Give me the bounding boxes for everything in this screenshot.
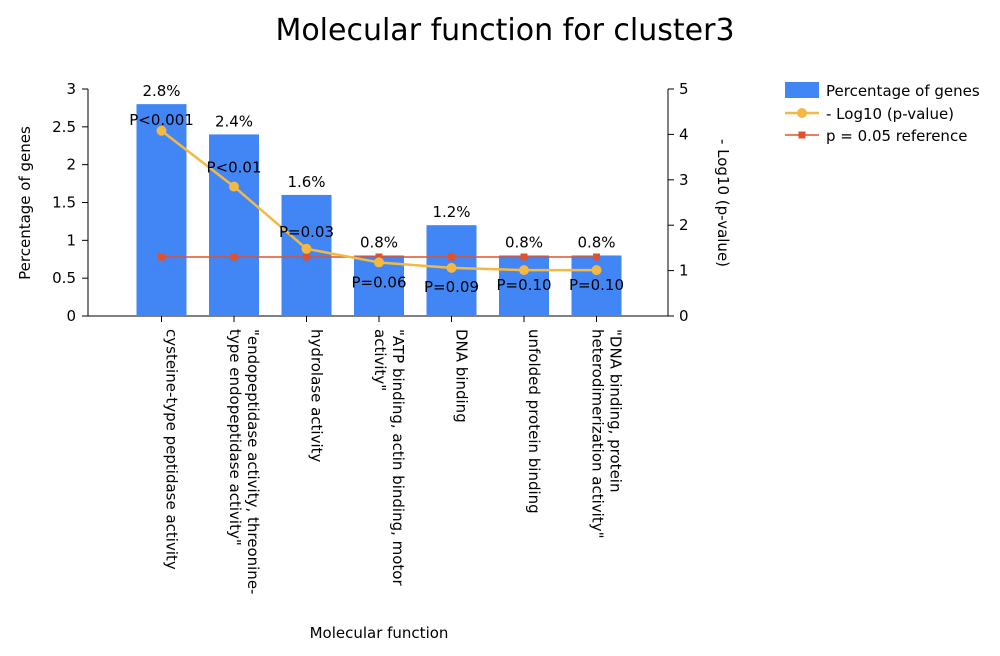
- x-axis-label: Molecular function: [310, 624, 449, 642]
- bar: [136, 104, 187, 316]
- x-tick-label: cysteine-type peptidase activity: [163, 329, 181, 570]
- pvalue-point: [374, 257, 384, 268]
- y2-tick-label: 5: [679, 80, 689, 98]
- reference-marker: [303, 253, 310, 261]
- y-tick-label: 2: [66, 156, 76, 174]
- y2-axis-label: - Log10 (p-value): [714, 139, 732, 267]
- y-tick-label: 0.5: [52, 269, 76, 287]
- y-axis-label: Percentage of genes: [16, 126, 34, 280]
- legend-swatch-point: [797, 108, 807, 118]
- pvalue-label: P=0.10: [569, 276, 624, 294]
- x-tick-label: hydrolase activity: [308, 329, 326, 463]
- y-tick-label: 3: [66, 80, 76, 98]
- y2-tick-label: 4: [679, 125, 689, 143]
- pvalue-label: P<0.01: [206, 159, 261, 177]
- pvalue-point: [229, 181, 239, 192]
- bar-value-label: 0.8%: [505, 233, 543, 251]
- y2-tick-label: 3: [679, 171, 689, 189]
- reference-marker: [593, 253, 600, 261]
- y-tick-label: 0: [66, 307, 76, 325]
- y-tick-label: 1.5: [52, 194, 76, 212]
- y-tick-label: 1: [66, 231, 76, 249]
- x-tick-label: "ATP binding, actin binding, motor: [389, 329, 407, 586]
- y-tick-label: 2.5: [52, 118, 76, 136]
- pvalue-label: P<0.001: [129, 111, 194, 129]
- pvalue-point: [519, 265, 529, 276]
- reference-marker: [520, 253, 528, 261]
- x-tick-label: "endopeptidase activity, threonine-: [244, 329, 262, 594]
- reference-marker: [230, 253, 238, 261]
- legend-swatch-ref-marker: [798, 131, 806, 139]
- legend-swatch-bar: [785, 82, 819, 98]
- pvalue-point: [446, 262, 457, 273]
- legend-label: p = 0.05 reference: [826, 127, 967, 145]
- x-tick-label: "DNA binding, protein: [607, 329, 625, 492]
- y2-tick-label: 1: [679, 262, 689, 280]
- y2-tick-label: 2: [679, 216, 689, 234]
- plot-area: 0 0.5 1 1.5 2 2.5 3 0 1 2 3 4 5 2.8% 2.4% 1.6% 0.8% 1.2% 0…: [52, 80, 688, 594]
- bar-value-label: 0.8%: [577, 233, 615, 251]
- y2-tick-label: 0: [679, 307, 689, 325]
- bar-value-label: 1.6%: [287, 173, 325, 191]
- x-tick-label: activity": [371, 329, 389, 391]
- x-tick-label: heterodimerization activity": [589, 329, 607, 538]
- chart-title: Molecular function for cluster3: [275, 13, 734, 48]
- bar-value-label: 2.4%: [215, 112, 253, 130]
- x-tick-label: unfolded protein binding: [525, 329, 543, 514]
- bar-value-label: 1.2%: [432, 203, 470, 221]
- pvalue-label: P=0.03: [279, 223, 334, 241]
- reference-marker: [448, 253, 455, 261]
- pvalue-label: P=0.09: [424, 278, 479, 296]
- reference-marker: [158, 253, 165, 261]
- pvalue-label: P=0.06: [351, 273, 406, 291]
- pvalue-point: [591, 265, 602, 276]
- legend: Percentage of genes - Log10 (p-value) p = …: [785, 82, 980, 145]
- pvalue-point: [156, 125, 167, 136]
- x-tick-label: DNA binding: [453, 329, 471, 423]
- legend-label: Percentage of genes: [826, 82, 980, 100]
- bar-value-label: 2.8%: [142, 82, 180, 100]
- pvalue-label: P=0.10: [496, 276, 551, 294]
- pvalue-point: [301, 243, 312, 254]
- legend-label: - Log10 (p-value): [826, 105, 954, 123]
- reference-marker: [375, 253, 383, 261]
- x-tick-label: type endopeptidase activity": [226, 329, 244, 546]
- bar: [209, 134, 259, 316]
- bar-value-label: 0.8%: [360, 233, 398, 251]
